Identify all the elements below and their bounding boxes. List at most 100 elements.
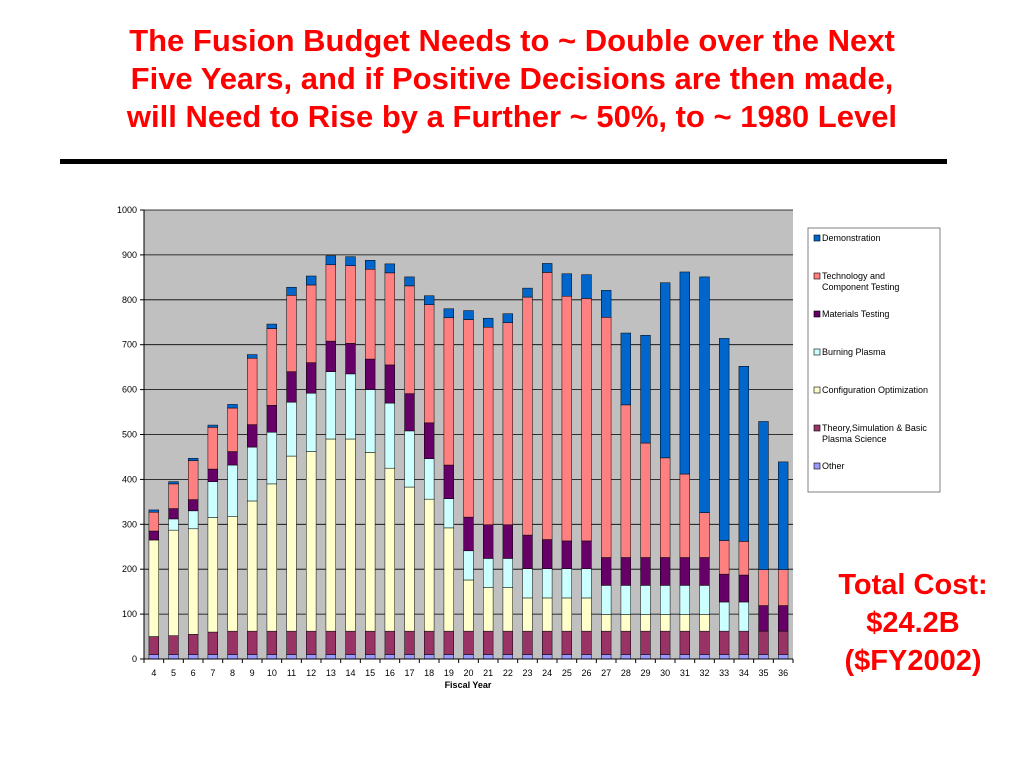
bar-segment (148, 511, 160, 532)
x-tick-label: 14 (345, 668, 355, 678)
bar-segment (738, 366, 750, 542)
bar-segment (207, 517, 219, 633)
bar-segment (306, 284, 317, 363)
bar-segment (581, 597, 592, 632)
bar-segment (424, 630, 435, 655)
bar-segment (168, 481, 179, 485)
bar-segment (640, 442, 651, 558)
title-line-1: The Fusion Budget Needs to ~ Double over… (129, 23, 895, 58)
bar-segment (601, 585, 612, 615)
bar-segment (542, 597, 553, 632)
bar-segment (483, 630, 494, 655)
bar-segment (620, 332, 632, 406)
bar-segment (463, 319, 474, 518)
x-tick-label: 4 (151, 668, 156, 678)
legend-label: Technology and (822, 271, 885, 281)
x-tick-label: 29 (640, 668, 650, 678)
bar-segment (699, 557, 710, 586)
bar-segment (699, 614, 710, 632)
bar-segment (325, 255, 336, 266)
x-tick-label: 15 (365, 668, 375, 678)
bar-segment (561, 654, 573, 660)
legend-swatch (813, 234, 821, 242)
bar-segment (384, 272, 395, 366)
bar-segment (345, 654, 356, 660)
bar-segment (404, 393, 415, 432)
bar-segment (699, 512, 710, 558)
bar-segment (463, 550, 474, 581)
bar-segment (168, 508, 179, 520)
x-tick-label: 23 (522, 668, 532, 678)
bar-segment (148, 636, 160, 655)
y-tick-label: 300 (122, 519, 137, 529)
bar-segment (738, 601, 750, 632)
bar-segment (365, 452, 376, 632)
bar-segment (286, 654, 297, 660)
bar-segment (266, 483, 277, 632)
bar-segment (286, 630, 297, 655)
bar-segment (502, 654, 513, 660)
bar-segment (561, 568, 573, 599)
bar-segment (640, 557, 651, 586)
bar-segment (345, 373, 356, 440)
bar-segment (286, 371, 297, 403)
bar-segment (660, 654, 671, 660)
bar-segment (188, 634, 199, 655)
x-tick-label: 28 (621, 668, 631, 678)
bar-segment (266, 432, 277, 485)
bar-segment (758, 630, 769, 655)
bar-segment (601, 654, 612, 660)
y-tick-label: 400 (122, 474, 137, 484)
legend-swatch (813, 424, 821, 432)
x-tick-label: 20 (463, 668, 473, 678)
legend-swatch (813, 272, 821, 280)
bar-segment (601, 630, 612, 655)
bar-segment (188, 499, 199, 512)
bar-segment (758, 605, 769, 632)
bar-segment (719, 601, 730, 632)
bar-segment (719, 540, 730, 575)
bar-segment (325, 264, 336, 342)
x-tick-label: 24 (542, 668, 552, 678)
bar-segment (463, 630, 474, 655)
bar-segment (365, 654, 376, 660)
bar-segment (601, 614, 612, 632)
bar-segment (188, 458, 199, 461)
bar-segment (365, 630, 376, 655)
bar-segment (679, 271, 691, 475)
bar-segment (384, 467, 395, 632)
bar-segment (207, 468, 219, 482)
bar-segment (188, 510, 199, 530)
bar-segment (483, 587, 494, 632)
bar-segment (286, 455, 297, 632)
legend-label: Component Testing (822, 282, 899, 292)
bar-segment (502, 558, 513, 588)
bar-segment (443, 630, 454, 655)
bar-segment (738, 630, 750, 655)
bar-segment (266, 405, 277, 433)
bar-segment (325, 340, 336, 372)
legend-label: Burning Plasma (822, 347, 886, 357)
bar-segment (325, 371, 336, 440)
total-cost-basis: ($FY2002) (844, 645, 982, 677)
legend-label: Theory,Simulation & Basic (822, 423, 927, 433)
bar-segment (561, 597, 573, 632)
bar-segment (699, 654, 710, 660)
bar-segment (679, 473, 691, 558)
bar-segment (404, 285, 415, 394)
bar-segment (483, 558, 494, 588)
bar-segment (522, 534, 533, 570)
bar-segment (207, 654, 219, 660)
bar-segment (247, 446, 258, 502)
bar-segment (620, 557, 632, 586)
bar-segment (463, 579, 474, 632)
legend-label: Other (822, 461, 845, 471)
x-axis: 4 5 6 7 8 9 10 11 12 13 14 15 16 17 18 19 20 21 22 23 24 25 26… (143, 658, 794, 678)
bar-segment (306, 630, 317, 655)
bar-segment (719, 630, 730, 655)
x-tick-label: 36 (778, 668, 788, 678)
bar-segment (640, 335, 651, 444)
